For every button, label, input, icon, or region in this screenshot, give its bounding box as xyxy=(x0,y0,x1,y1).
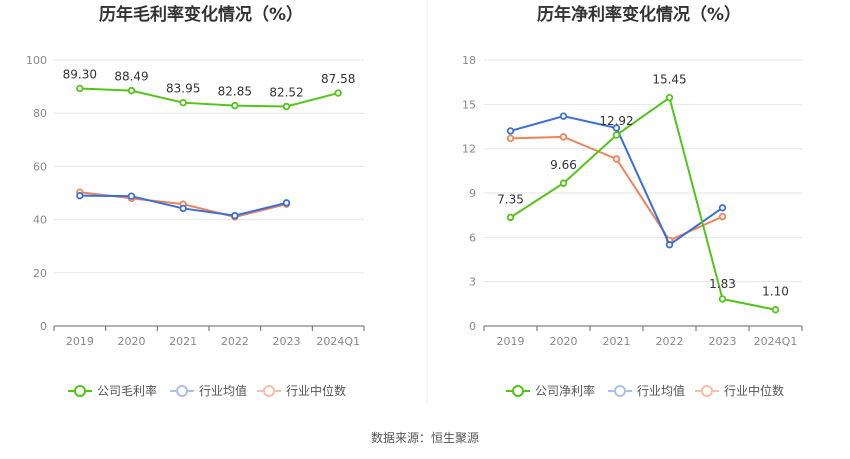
y-tick-label: 18 xyxy=(462,54,476,67)
legend-label: 公司净利率 xyxy=(535,383,595,398)
data-point xyxy=(718,295,727,303)
legend-marker-icon xyxy=(512,385,524,397)
legend-item-industry-average[interactable]: 行业均值 xyxy=(170,383,247,398)
industry-median-series-line xyxy=(510,135,723,242)
data-source-note: 数据来源：恒生聚源 xyxy=(371,430,479,445)
y-tick-label: 15 xyxy=(462,98,476,111)
company-series-line xyxy=(509,96,776,311)
data-point xyxy=(612,155,621,163)
data-point xyxy=(334,89,342,97)
data-point xyxy=(282,102,291,111)
legend-marker-icon xyxy=(176,385,188,397)
right-chart-title: 历年净利率变化情况（%） xyxy=(537,4,741,25)
legend-marker-icon xyxy=(263,385,275,397)
data-point xyxy=(179,204,187,213)
company-series xyxy=(76,84,342,111)
right-chart-plot: 0 3 6 9 12 15 18 2019 2020 2021 2022 2023 2024Q1 7.35… xyxy=(462,54,803,348)
data-point xyxy=(665,93,674,102)
data-point xyxy=(76,84,84,93)
x-tick-label: 2020 xyxy=(550,335,578,348)
data-label: 87.58 xyxy=(321,72,355,86)
data-point xyxy=(127,192,136,200)
legend-label: 行业中位数 xyxy=(286,383,346,398)
left-legend: 公司毛利率 行业均值 行业中位数 xyxy=(68,383,346,398)
legend-label: 行业均值 xyxy=(199,383,247,398)
data-label: 1.83 xyxy=(709,277,736,291)
data-point xyxy=(612,131,621,139)
data-point xyxy=(665,241,674,249)
x-tick-label: 2022 xyxy=(221,335,249,348)
legend-label: 行业均值 xyxy=(637,383,685,398)
legend-label: 公司毛利率 xyxy=(97,383,157,398)
y-tick-label: 100 xyxy=(26,54,47,67)
data-label: 88.49 xyxy=(114,70,148,84)
left-chart-title: 历年毛利率变化情况（%） xyxy=(99,4,303,25)
legend-item-industry-median[interactable]: 行业中位数 xyxy=(695,383,784,398)
y-tick-label: 20 xyxy=(33,267,47,280)
x-tick-label: 2021 xyxy=(603,335,631,348)
data-label: 89.30 xyxy=(63,67,97,81)
x-tick-label: 2023 xyxy=(709,335,737,348)
data-point xyxy=(179,98,187,107)
x-tick-label: 2022 xyxy=(656,335,684,348)
data-label: 82.85 xyxy=(218,85,252,99)
data-point xyxy=(612,124,621,132)
legend-marker-icon xyxy=(614,385,626,397)
legend-marker-icon xyxy=(74,385,86,397)
data-point xyxy=(231,211,239,220)
data-label: 7.35 xyxy=(497,192,524,206)
legend-label: 行业中位数 xyxy=(724,383,784,398)
y-tick-label: 0 xyxy=(469,320,476,333)
x-tick-label: 2023 xyxy=(273,335,301,348)
y-tick-label: 9 xyxy=(469,187,476,200)
x-tick-label: 2019 xyxy=(66,335,94,348)
legend-item-company-net-margin[interactable]: 公司净利率 xyxy=(506,383,595,398)
company-series-line xyxy=(79,87,339,108)
data-label: 9.66 xyxy=(550,158,577,172)
company-series xyxy=(506,93,780,314)
data-point xyxy=(506,134,515,143)
data-label: 15.45 xyxy=(652,73,686,87)
data-point xyxy=(771,306,780,314)
industry-median-series xyxy=(76,188,291,221)
data-point xyxy=(127,86,136,95)
data-label: 12.92 xyxy=(599,114,633,128)
data-point xyxy=(231,101,239,110)
y-tick-label: 12 xyxy=(462,143,476,156)
y-tick-label: 80 xyxy=(33,107,47,120)
right-legend: 公司净利率 行业均值 行业中位数 xyxy=(506,383,784,398)
data-point xyxy=(718,212,727,221)
data-point xyxy=(282,199,291,207)
y-tick-label: 3 xyxy=(469,276,476,289)
data-point xyxy=(506,127,515,135)
data-point xyxy=(76,191,84,200)
x-tick-label: 2021 xyxy=(169,335,197,348)
data-label: 82.52 xyxy=(269,85,303,99)
legend-marker-icon xyxy=(701,385,713,397)
y-tick-label: 60 xyxy=(33,160,47,173)
data-point xyxy=(559,179,568,187)
data-point xyxy=(506,213,515,222)
x-tick-label: 2024Q1 xyxy=(754,335,798,348)
y-tick-label: 6 xyxy=(469,231,476,244)
left-chart-plot: 0 20 40 60 80 100 2019 2020 2021 2022 2023 2024Q1 89… xyxy=(26,54,365,348)
data-point xyxy=(559,133,568,141)
data-point xyxy=(559,112,568,120)
x-tick-label: 2024Q1 xyxy=(316,335,360,348)
legend-item-industry-median[interactable]: 行业中位数 xyxy=(257,383,346,398)
data-label: 1.10 xyxy=(762,285,789,299)
x-tick-label: 2019 xyxy=(497,335,525,348)
industry-average-series xyxy=(76,191,291,220)
data-label: 83.95 xyxy=(166,82,200,96)
legend-item-industry-average[interactable]: 行业均值 xyxy=(608,383,685,398)
y-tick-label: 40 xyxy=(33,214,47,227)
x-tick-label: 2020 xyxy=(118,335,146,348)
industry-average-series xyxy=(506,112,727,249)
y-tick-label: 0 xyxy=(40,320,47,333)
data-point xyxy=(718,204,727,212)
legend-item-company-gross-margin[interactable]: 公司毛利率 xyxy=(68,383,157,398)
